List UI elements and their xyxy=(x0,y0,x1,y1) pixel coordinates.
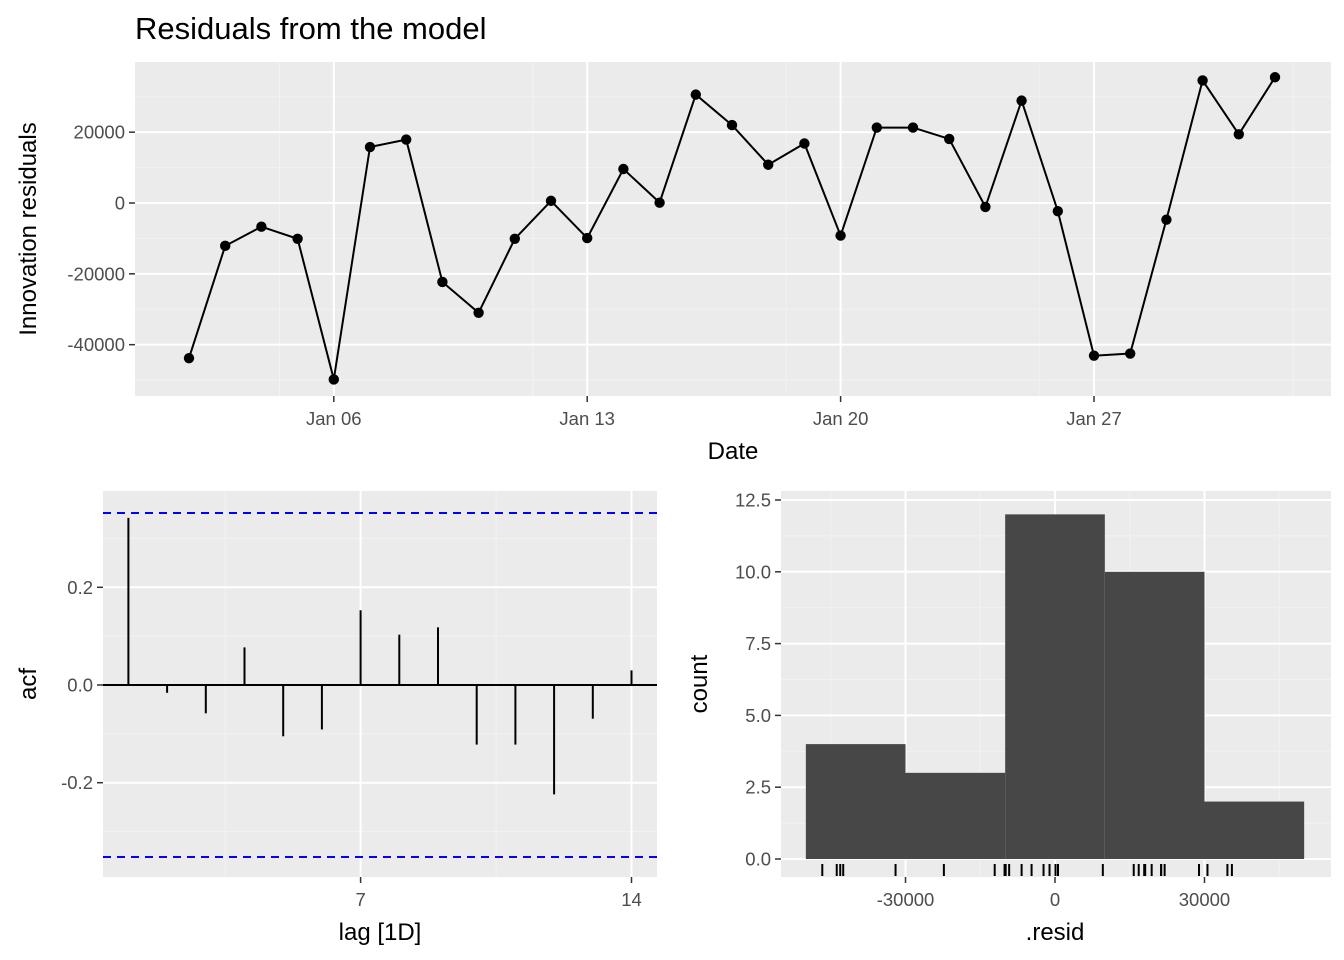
x-axis-title: Date xyxy=(708,438,759,465)
histogram-bar xyxy=(1204,801,1305,859)
residual-point xyxy=(835,230,846,241)
residual-point xyxy=(1233,129,1245,140)
y-tick-label: 12.5 xyxy=(735,490,771,511)
x-tick-label: Jan 13 xyxy=(559,408,615,429)
residual-point xyxy=(763,159,774,170)
residual-point xyxy=(1052,205,1064,217)
y-tick-label: 0.2 xyxy=(67,577,93,598)
residual-point xyxy=(473,307,484,319)
y-axis-title: count xyxy=(686,654,713,713)
residual-point xyxy=(907,122,919,133)
x-tick-label: -30000 xyxy=(877,889,935,910)
residual-point xyxy=(1161,214,1172,225)
y-tick-label: 0 xyxy=(115,193,125,214)
y-tick-label: -20000 xyxy=(67,263,125,284)
y-tick-label: 5.0 xyxy=(745,705,771,726)
residual-point xyxy=(437,276,448,288)
residual-point xyxy=(328,374,339,385)
residual-point xyxy=(509,233,520,244)
histogram-bar xyxy=(905,772,1006,859)
residual-point xyxy=(582,232,593,244)
y-tick-label: 0.0 xyxy=(67,675,93,696)
y-tick-label: 2.5 xyxy=(745,777,771,798)
residuals-panel: -40000 -20000 0 20000 Jan 06 Jan 13 Jan 20 Jan … xyxy=(15,11,1331,465)
y-tick-label: 20000 xyxy=(74,122,125,143)
y-tick-label: -40000 xyxy=(67,334,125,355)
x-axis-title: lag [1D] xyxy=(339,919,422,946)
chart-title: Residuals from the model xyxy=(135,11,487,46)
residual-point xyxy=(183,352,195,364)
y-tick-label: -0.2 xyxy=(61,772,93,793)
histogram-panel: 0.0 2.5 5.0 7.5 10.0 12.5 -30000 0 30000 .resid co… xyxy=(686,490,1331,946)
y-axis-title: acf xyxy=(15,668,42,700)
residual-point xyxy=(654,197,665,208)
residual-point xyxy=(364,141,376,153)
residual-point xyxy=(1125,348,1136,359)
x-tick-label: Jan 20 xyxy=(813,408,869,429)
x-tick-label: Jan 27 xyxy=(1066,408,1122,429)
residual-point xyxy=(1016,95,1027,106)
y-tick-label: 10.0 xyxy=(735,561,771,582)
histogram-bar xyxy=(1005,514,1105,859)
residual-point xyxy=(545,195,557,207)
histogram-bar xyxy=(1104,571,1205,859)
residual-point xyxy=(944,133,955,145)
residual-point xyxy=(220,240,231,252)
residual-point xyxy=(871,122,882,133)
residual-point xyxy=(1269,72,1281,83)
residual-point xyxy=(401,134,412,145)
y-tick-label: 7.5 xyxy=(745,633,771,654)
x-tick-label: Jan 06 xyxy=(306,408,362,429)
x-tick-label: 0 xyxy=(1050,889,1060,910)
x-tick-label: 30000 xyxy=(1179,889,1230,910)
x-tick-label: 7 xyxy=(355,889,365,910)
x-axis-title: .resid xyxy=(1026,919,1085,946)
residual-point xyxy=(726,119,738,131)
residual-point xyxy=(1197,75,1208,86)
residual-point xyxy=(256,221,267,232)
acf-panel: -0.2 0.0 0.2 7 14 lag [1D] acf xyxy=(15,491,657,946)
residual-point xyxy=(618,163,629,175)
y-axis-title: Innovation residuals xyxy=(15,122,42,335)
residual-point xyxy=(980,201,991,213)
y-tick-label: 0.0 xyxy=(745,849,771,870)
residual-point xyxy=(799,138,810,149)
residual-point xyxy=(292,233,303,244)
residual-point xyxy=(1088,350,1100,361)
plot-background xyxy=(135,62,1331,396)
x-tick-label: 14 xyxy=(621,889,642,910)
residual-point xyxy=(690,89,701,100)
histogram-bar xyxy=(805,744,906,859)
